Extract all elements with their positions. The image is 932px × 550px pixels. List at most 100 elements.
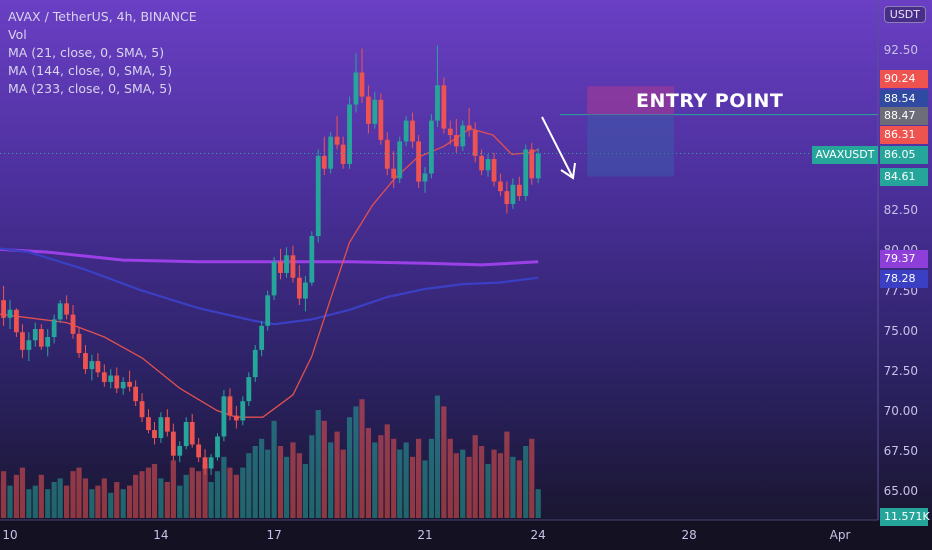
volume-bar xyxy=(133,474,139,518)
price-tag: 84.61 xyxy=(880,168,928,186)
candle-body xyxy=(196,444,202,458)
ma-144-line xyxy=(0,247,539,326)
take-profit-zone xyxy=(587,114,674,177)
candle-body xyxy=(466,125,472,131)
arrow-shaft xyxy=(541,116,573,177)
volume-bar xyxy=(214,471,221,518)
volume-bar xyxy=(164,482,170,518)
volume-bar xyxy=(441,406,447,518)
candle-body xyxy=(290,255,296,278)
candle-body xyxy=(246,377,252,402)
candle-body xyxy=(523,149,529,196)
candle-body xyxy=(158,417,164,439)
x-tick-label: 21 xyxy=(417,528,433,542)
candle-body xyxy=(321,155,327,169)
y-tick-label: 65.00 xyxy=(883,483,918,498)
candle-body xyxy=(20,332,25,350)
volume-bar xyxy=(409,456,416,518)
candle-body xyxy=(227,396,233,416)
price-tag: 88.47 xyxy=(880,107,928,125)
candle-body xyxy=(366,96,371,124)
candle-body xyxy=(26,340,32,350)
volume-bar xyxy=(189,467,195,518)
volume-bar xyxy=(0,471,7,518)
arrow-head xyxy=(560,162,576,180)
ma-21-line xyxy=(0,127,539,418)
candle-body xyxy=(152,430,157,439)
candle-body xyxy=(259,325,265,350)
y-tick-label: 75.00 xyxy=(883,323,918,338)
indicator-ma-233[interactable]: MA (233, close, 0, SMA, 5) xyxy=(8,81,173,96)
x-tick-label: 28 xyxy=(681,528,697,542)
candle-body xyxy=(384,139,390,169)
candle-body xyxy=(252,349,258,378)
volume-bar xyxy=(340,449,346,518)
volume-bar xyxy=(120,489,126,518)
currency-button[interactable]: USDT xyxy=(883,6,926,23)
volume-bar xyxy=(277,446,284,518)
volume-bar xyxy=(32,485,38,518)
candle-body xyxy=(101,372,107,382)
volume-bar xyxy=(497,453,504,518)
candle-body xyxy=(410,120,415,142)
candle-body xyxy=(215,436,220,458)
candle-body xyxy=(177,446,183,456)
candle-body xyxy=(133,386,139,402)
candle-body xyxy=(57,303,63,320)
candle-body xyxy=(309,236,315,283)
volume-bar xyxy=(233,474,239,518)
price-tag: 11.571K xyxy=(880,508,930,526)
indicator-ma-21[interactable]: MA (21, close, 0, SMA, 5) xyxy=(8,45,165,60)
volume-bar xyxy=(45,489,51,518)
x-tick-label: 14 xyxy=(153,528,169,542)
volume-bar xyxy=(227,467,233,518)
y-tick-label: 82.50 xyxy=(883,203,918,218)
volume-bar xyxy=(57,478,63,518)
candle-body xyxy=(491,159,497,182)
candle-body xyxy=(38,329,44,347)
volume-bar xyxy=(38,474,44,518)
candle-body xyxy=(397,141,403,179)
volume-bar xyxy=(491,449,497,518)
candle-body xyxy=(296,277,302,299)
symbol-title: AVAX / TetherUS, 4h, BINANCE xyxy=(8,9,197,24)
indicator-volume[interactable]: Vol xyxy=(8,27,27,42)
x-tick-label: 17 xyxy=(266,528,282,542)
volume-bar xyxy=(101,478,107,518)
volume-bar xyxy=(403,442,409,518)
candle-body xyxy=(516,184,522,196)
volume-bar xyxy=(240,467,246,518)
y-tick-label: 70.00 xyxy=(883,403,918,418)
price-tag: 90.24 xyxy=(880,70,928,88)
candle-body xyxy=(120,381,126,389)
volume-bar xyxy=(296,453,302,518)
candle-body xyxy=(472,130,478,156)
volume-bar xyxy=(51,482,57,518)
candle-body xyxy=(422,173,428,182)
candle-body xyxy=(139,401,145,418)
volume-bar xyxy=(76,467,82,518)
candle-body xyxy=(170,431,176,456)
price-tag: 86.05 xyxy=(880,146,928,164)
candle-body xyxy=(208,457,214,469)
volume-bar xyxy=(460,449,466,518)
candle-body xyxy=(498,181,503,192)
volume-bar xyxy=(353,406,359,518)
candle-body xyxy=(265,295,271,326)
volume-bar xyxy=(208,482,214,518)
volume-bar xyxy=(453,453,459,518)
volume-bar xyxy=(391,438,397,518)
volume-bar xyxy=(529,438,535,518)
candle-body xyxy=(76,333,82,354)
candle-body xyxy=(391,168,397,179)
volume-bar xyxy=(145,467,152,518)
volume-bar xyxy=(82,478,89,518)
candle-body xyxy=(89,361,95,370)
price-tag: 88.54 xyxy=(880,90,928,108)
candle-body xyxy=(108,375,114,382)
volume-bar xyxy=(328,442,334,518)
price-tag: 86.31 xyxy=(880,126,928,144)
volume-bar xyxy=(334,431,340,518)
indicator-ma-144[interactable]: MA (144, close, 0, SMA, 5) xyxy=(8,63,173,78)
